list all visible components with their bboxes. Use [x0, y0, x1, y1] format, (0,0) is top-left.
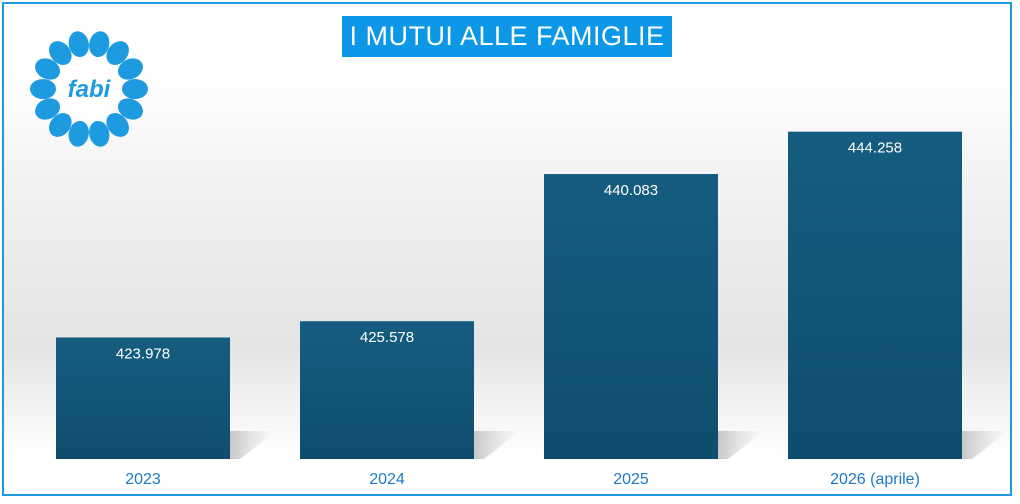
fabi-logo: fabi	[30, 31, 148, 147]
chart-frame: I MUTUI ALLE FAMIGLIE fabi 423.978 2023 42…	[2, 2, 1012, 496]
x-tick-label: 2026 (aprile)	[830, 471, 920, 488]
bar-shadow	[474, 431, 520, 459]
logo-petal	[68, 120, 89, 147]
logo-petal	[35, 58, 61, 80]
logo-petal	[117, 98, 143, 120]
bar-shadow	[962, 431, 1008, 459]
bar-shadow	[718, 431, 764, 459]
bar-shadow	[230, 431, 276, 459]
logo-petal	[117, 58, 143, 80]
logo-petal	[49, 41, 72, 65]
logo-petal	[35, 98, 61, 120]
logo-petal	[68, 31, 89, 58]
chart-title: I MUTUI ALLE FAMIGLIE	[342, 16, 672, 57]
logo-petal	[89, 31, 110, 58]
logo-petal	[30, 79, 56, 99]
bar-2024	[300, 321, 474, 459]
logo-petal	[106, 41, 129, 65]
bar-value-label: 440.083	[604, 182, 658, 199]
logo-petal	[89, 120, 110, 147]
logo-text: fabi	[68, 76, 112, 103]
bar-chart: 423.978 2023 425.578 2024 440.083 2025 444.258…	[56, 131, 1008, 488]
bar-value-label: 425.578	[360, 329, 414, 346]
logo-center	[57, 57, 121, 121]
bar-value-label: 444.258	[848, 140, 902, 157]
x-tick-label: 2024	[369, 471, 405, 488]
bar-2023	[56, 337, 230, 459]
bar-2025	[544, 174, 718, 459]
flower-logo-icon	[30, 31, 148, 147]
x-tick-label: 2025	[613, 471, 649, 488]
x-tick-label: 2023	[125, 471, 161, 488]
bar-value-label: 423.978	[116, 345, 170, 362]
logo-petal	[122, 79, 148, 99]
bar-2026-aprile-	[788, 131, 962, 459]
logo-petal	[106, 113, 129, 137]
logo-petal	[49, 113, 72, 137]
